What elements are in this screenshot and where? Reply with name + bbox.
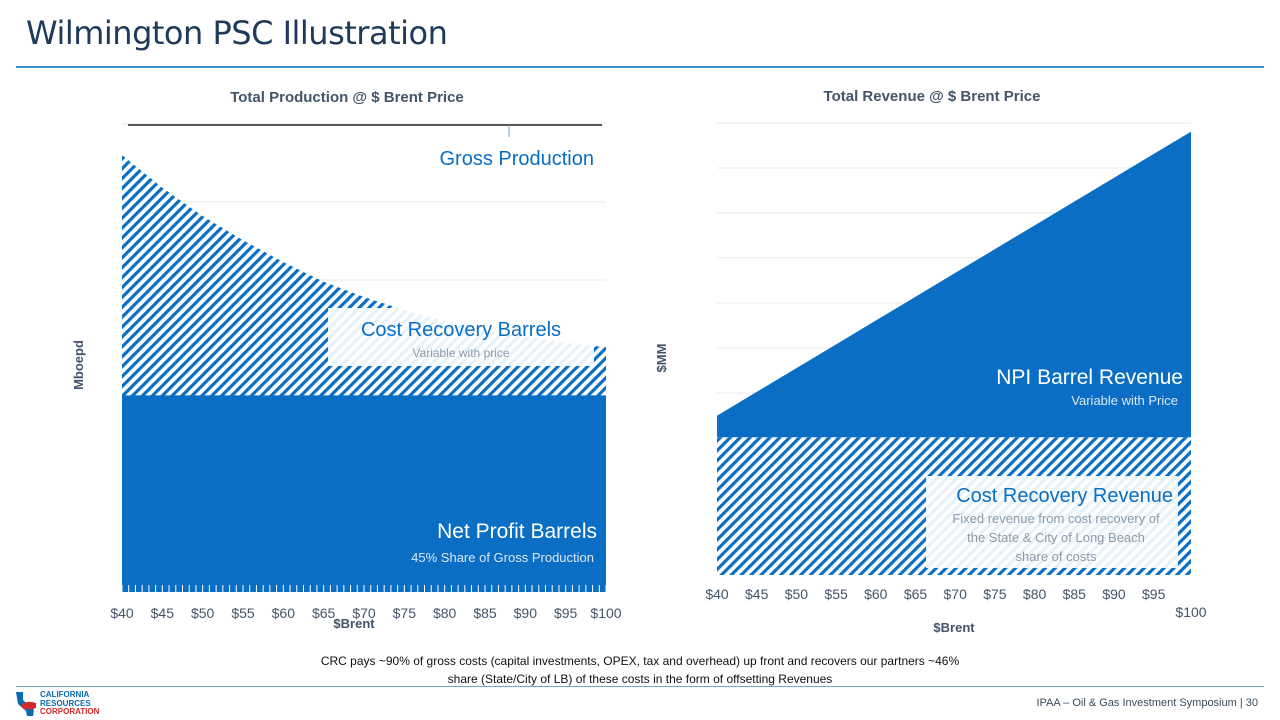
slide-title: Wilmington PSC Illustration (26, 14, 448, 52)
x-tick-label: $50 (785, 586, 809, 602)
footnote: CRC pays ~90% of gross costs (capital in… (250, 652, 1030, 688)
cost-recovery-barrels-label: Cost Recovery Barrels (361, 319, 561, 341)
revenue-chart: Total Revenue @ $ Brent Price $40 $45 $50 $… (654, 88, 1207, 635)
net-profit-barrels-label: Net Profit Barrels (437, 520, 597, 543)
company-logo-text: CALIFORNIA RESOURCES CORPORATION (40, 690, 100, 717)
cost-recovery-revenue-label-box (926, 476, 1178, 568)
x-tick-label: $45 (745, 586, 769, 602)
x-tick-label: $80 (1023, 586, 1047, 602)
footer-text: IPAA – Oil & Gas Investment Symposium | … (1036, 697, 1258, 709)
cost-recovery-revenue-sublabel-1: Fixed revenue from cost recovery of (952, 511, 1160, 526)
cost-recovery-revenue-sublabel-3: share of costs (1016, 549, 1097, 564)
x-tick-label: $60 (272, 605, 296, 621)
x-axis-label: $Brent (333, 616, 375, 631)
footnote-line-1: CRC pays ~90% of gross costs (capital in… (320, 654, 960, 668)
x-tick-label: $75 (983, 586, 1007, 602)
x-tick-label: $95 (1142, 586, 1166, 602)
x-axis-label: $Brent (933, 620, 975, 635)
x-tick-label: $95 (554, 605, 578, 621)
gross-production-label: Gross Production (439, 148, 594, 170)
npi-barrel-revenue-label: NPI Barrel Revenue (996, 366, 1183, 389)
x-tick-label: $45 (151, 605, 175, 621)
cost-recovery-revenue-sublabel-2: the State & City of Long Beach (967, 530, 1145, 545)
x-tick-label: $100 (590, 605, 621, 621)
x-tick-label: $40 (705, 586, 729, 602)
crc-logo-icon (16, 692, 36, 716)
y-axis-label: Mboepd (71, 340, 86, 390)
logo-line-3: CORPORATION (40, 707, 100, 716)
net-profit-barrels-area (122, 395, 606, 592)
footnote-line-2: share (State/City of LB) of these costs … (447, 672, 833, 686)
logo-line-1: CALIFORNIA (40, 690, 90, 699)
cost-recovery-label-box (328, 308, 594, 366)
x-tick-label: $80 (433, 605, 457, 621)
chart-title: Total Production @ $ Brent Price (230, 89, 464, 106)
x-tick-label: $75 (393, 605, 417, 621)
x-tick-label: $90 (1102, 586, 1126, 602)
chart-title: Total Revenue @ $ Brent Price (824, 88, 1041, 105)
net-profit-barrels-sublabel: 45% Share of Gross Production (411, 550, 594, 565)
cost-recovery-barrels-sublabel: Variable with price (412, 346, 509, 360)
npi-barrel-revenue-sublabel: Variable with Price (1071, 393, 1178, 408)
x-tick-label: $70 (352, 605, 376, 621)
logo-line-2: RESOURCES (40, 698, 91, 708)
cost-recovery-revenue-label: Cost Recovery Revenue (956, 485, 1173, 507)
x-tick-label: $40 (110, 605, 134, 621)
production-chart: Total Production @ $ Brent Price $40 $45 $… (71, 89, 622, 631)
x-tick-label: $50 (191, 605, 215, 621)
x-tick-label: $65 (904, 586, 928, 602)
x-tick-label: $55 (824, 586, 848, 602)
x-tick-label: $100 (1175, 604, 1206, 620)
x-tick-label: $85 (1063, 586, 1087, 602)
footer-divider (16, 686, 1264, 687)
x-tick-label: $85 (473, 605, 497, 621)
x-tick-label: $90 (514, 605, 538, 621)
y-axis-label: $MM (654, 344, 669, 373)
x-tick-label: $60 (864, 586, 888, 602)
x-tick-label: $55 (231, 605, 255, 621)
x-tick-label: $65 (312, 605, 336, 621)
x-tick-label: $70 (944, 586, 968, 602)
npi-barrel-revenue-area (717, 131, 1191, 438)
title-divider (16, 66, 1264, 68)
